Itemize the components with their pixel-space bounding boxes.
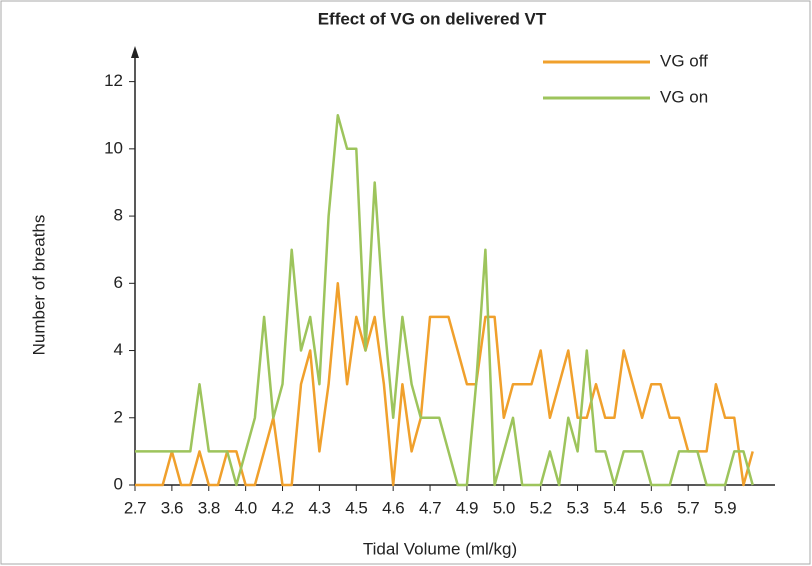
y-tick-label: 0 [114,474,123,493]
y-tick-label: 6 [114,273,123,292]
x-tick-label: 3.6 [161,498,183,517]
x-tick-label: 5.7 [677,498,699,517]
chart-title: Effect of VG on delivered VT [318,9,547,28]
series-line [135,282,754,487]
y-tick-label: 12 [104,71,123,90]
x-tick-label: 4.5 [345,498,367,517]
y-tick-label: 2 [114,407,123,426]
x-tick-label: 5.4 [603,498,625,517]
x-tick-label: 4.0 [235,498,257,517]
x-tick-label: 4.6 [382,498,404,517]
legend-label: VG off [660,51,708,70]
x-tick-label: 5.9 [714,498,736,517]
x-tick-label: 4.2 [271,498,293,517]
x-tick-label: 4.9 [456,498,478,517]
y-axis-label: Number of breaths [29,215,48,356]
y-axis-arrow [131,46,139,58]
x-tick-label: 2.7 [124,498,146,517]
x-axis-label: Tidal Volume (ml/kg) [363,539,517,558]
legend-label: VG on [660,87,708,106]
x-tick-label: 4.3 [308,498,330,517]
series-line [135,113,754,487]
x-tick-label: 5.6 [640,498,662,517]
x-tick-label: 4.7 [419,498,441,517]
y-tick-label: 4 [114,340,123,359]
x-tick-label: 5.3 [566,498,588,517]
y-tick-label: 8 [114,206,123,225]
y-tick-label: 10 [104,138,123,157]
x-tick-label: 5.0 [493,498,515,517]
x-tick-label: 5.2 [530,498,552,517]
x-tick-label: 3.8 [198,498,220,517]
